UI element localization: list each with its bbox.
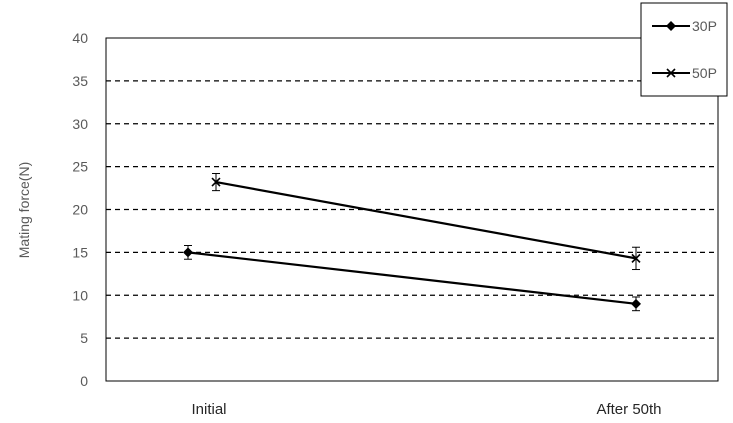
- y-tick-label-15: 15: [72, 244, 88, 260]
- y-tick-label-30: 30: [72, 116, 88, 132]
- data-point-50P-2: [631, 253, 641, 263]
- data-point-30P-1: [183, 247, 193, 258]
- data-point-50P-1: [211, 177, 221, 187]
- y-tick-label-5: 5: [80, 330, 88, 346]
- x-category-label-1: Initial: [191, 401, 226, 418]
- series-line-50P: [215, 180, 637, 260]
- data-point-30P-2: [631, 298, 641, 309]
- gridlines: [106, 80, 718, 339]
- legend-label-50P: 50P: [692, 65, 717, 81]
- y-tick-label-35: 35: [72, 73, 88, 89]
- y-tick-label-20: 20: [72, 202, 88, 218]
- plot-area: [105, 37, 719, 382]
- legend-label-30P: 30P: [692, 18, 717, 34]
- x-marker-stroke: [666, 68, 676, 78]
- series-group: [183, 172, 641, 312]
- legend-marker-30P: [666, 21, 676, 31]
- y-tick-label-10: 10: [72, 287, 88, 303]
- y-tick-label-25: 25: [72, 159, 88, 175]
- legend-box: [640, 2, 728, 97]
- series-line-30P: [187, 251, 637, 305]
- y-axis-title: Mating force(N): [16, 162, 32, 258]
- series-50P: [211, 172, 641, 271]
- x-category-label-2: After 50th: [596, 401, 661, 418]
- y-tick-label-0: 0: [80, 373, 88, 389]
- x-marker-stroke: [211, 177, 221, 187]
- y-axis-ticks: 0 5 10 15 20 25 30 35 40: [72, 30, 88, 389]
- legend: 30P 50P: [640, 2, 728, 97]
- x-marker-stroke: [631, 253, 641, 263]
- x-axis-categories: Initial After 50th: [191, 401, 661, 418]
- series-30P: [183, 245, 641, 312]
- legend-marker-50P: [666, 68, 676, 78]
- y-tick-label-40: 40: [72, 30, 88, 46]
